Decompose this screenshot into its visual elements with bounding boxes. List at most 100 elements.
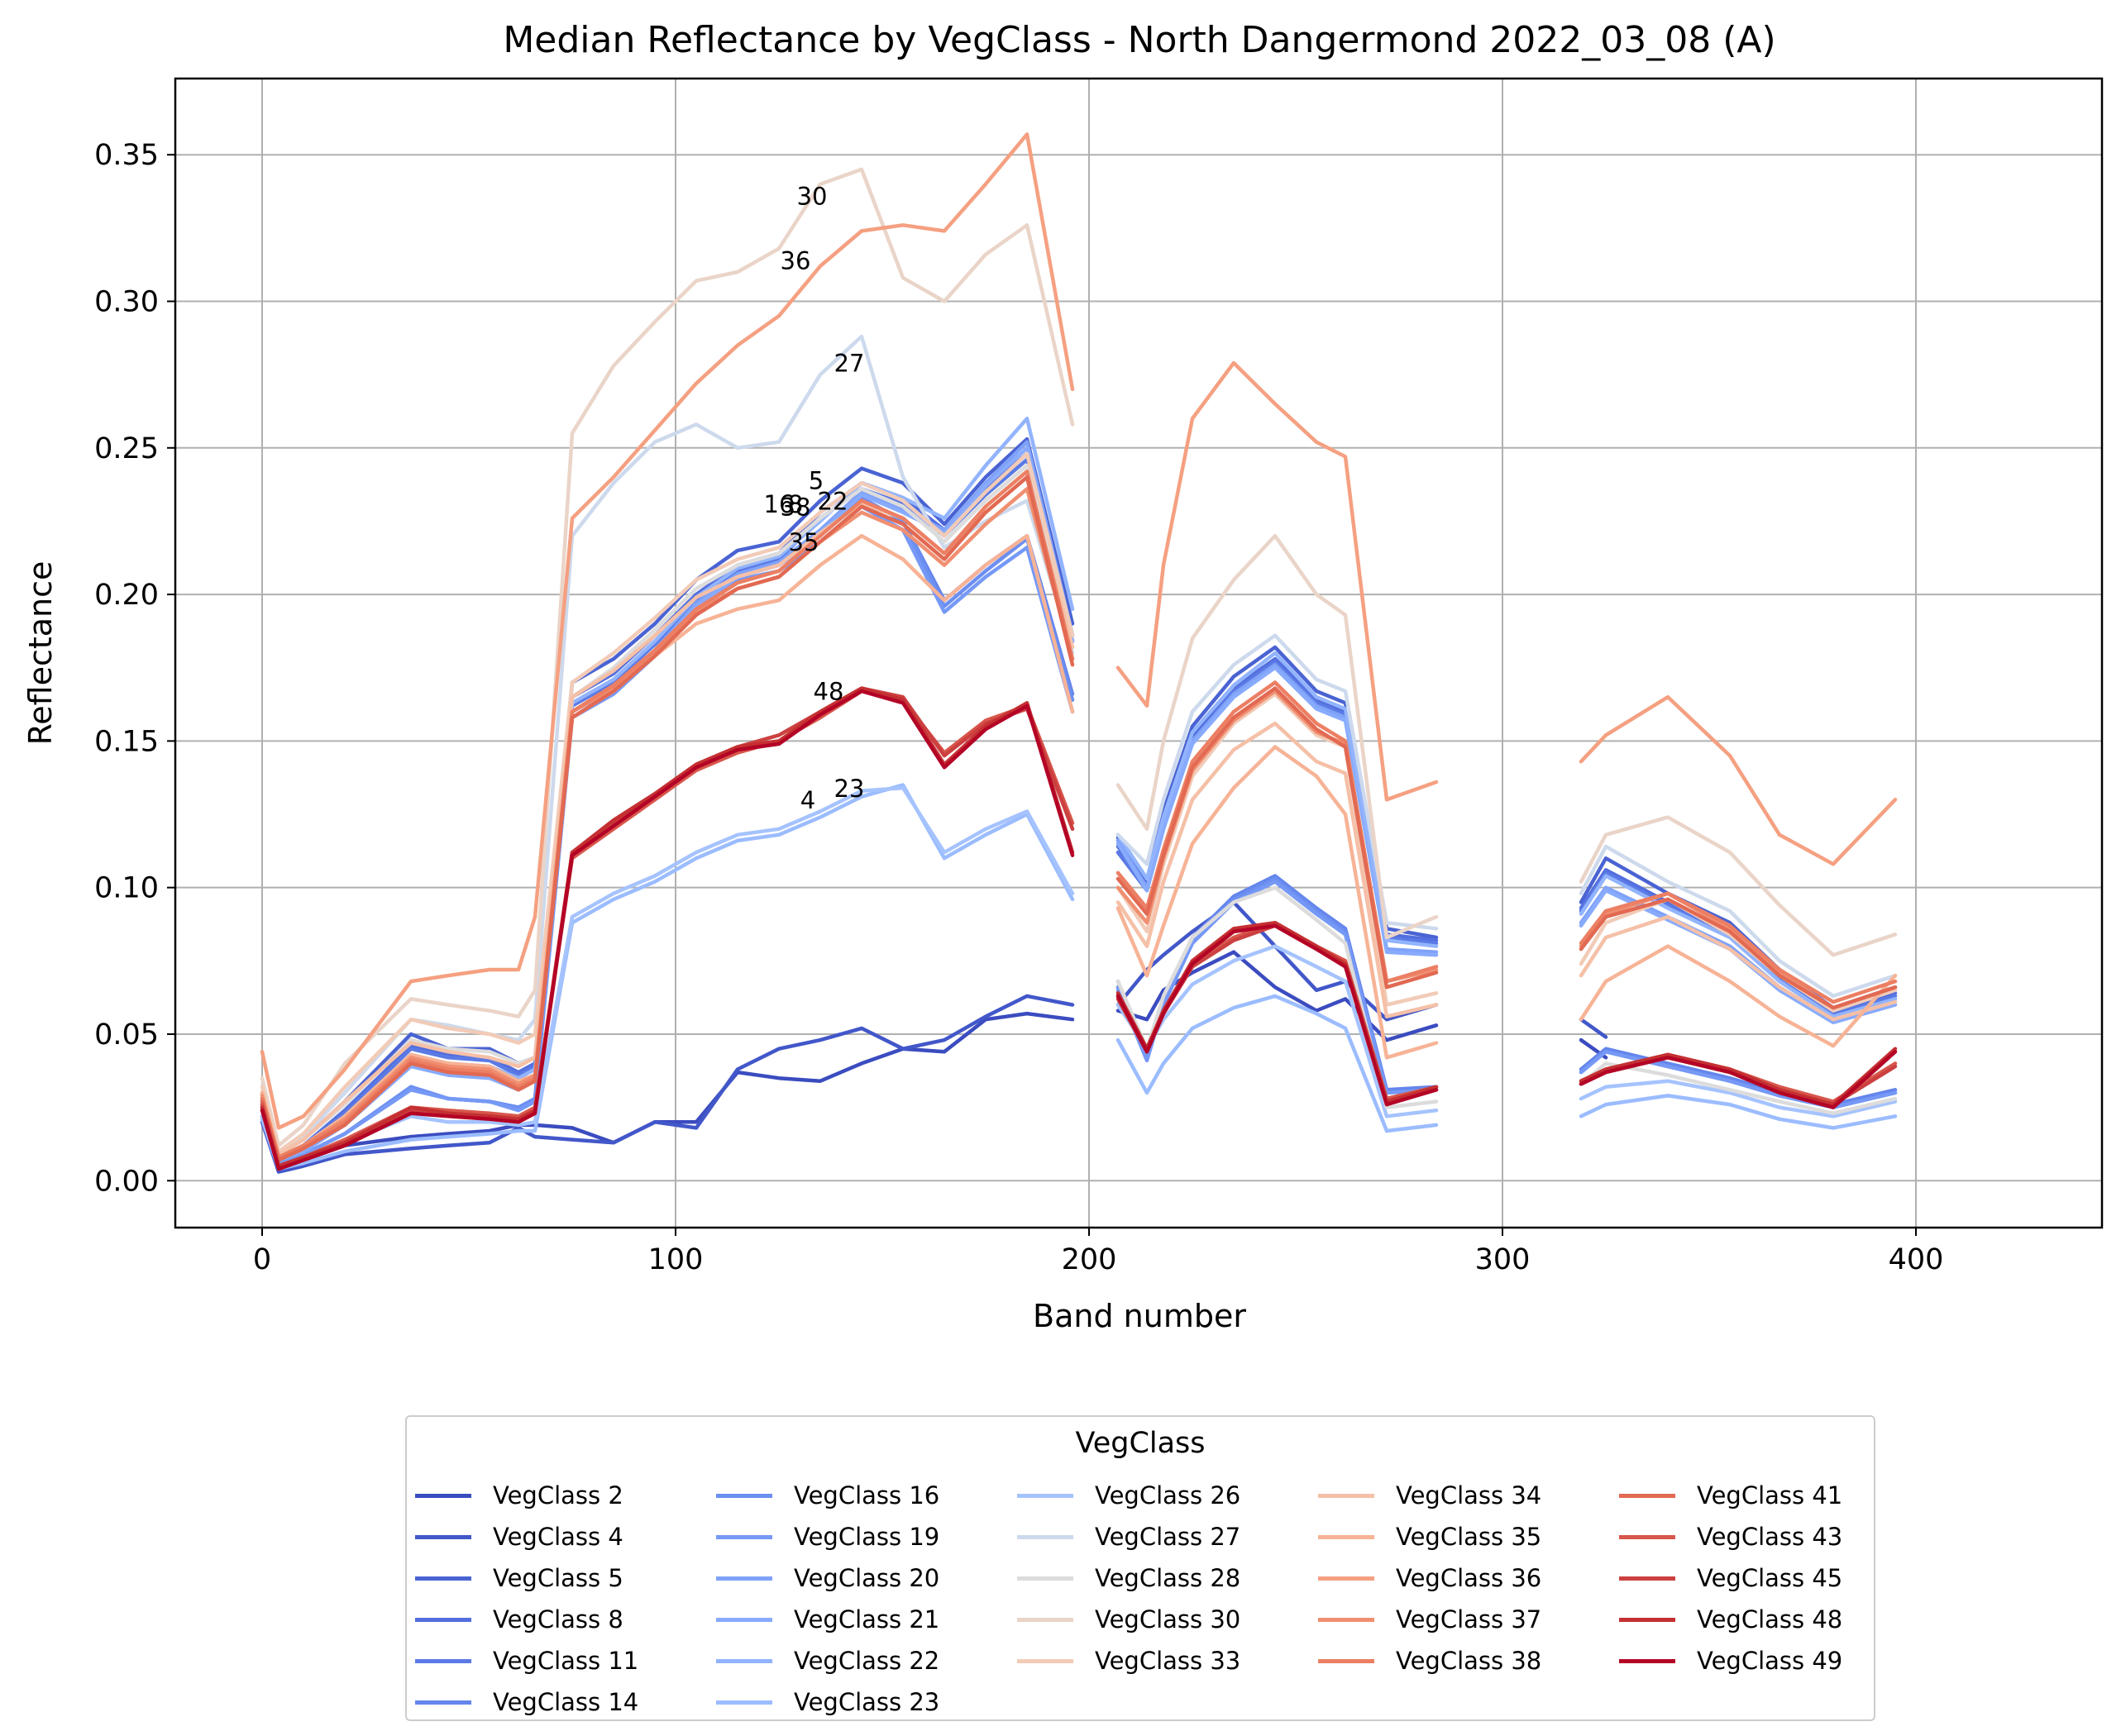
series-line-vegclass-30-seg1: [1115, 533, 1439, 940]
legend: VegClass VegClass 2 VegClass 4 VegClass 5 V…: [405, 1415, 1875, 1721]
legend-label: VegClass 2: [493, 1481, 623, 1509]
series-line-vegclass-21-seg1: [1115, 665, 1439, 957]
legend-swatch: [1318, 1658, 1374, 1663]
legend-label: VegClass 19: [794, 1523, 940, 1551]
legend-item: VegClass 26: [1017, 1476, 1240, 1514]
legend-swatch: [415, 1617, 471, 1622]
legend-item: VegClass 49: [1619, 1642, 1842, 1680]
legend-item: VegClass 37: [1318, 1600, 1541, 1638]
tick-layer: 0 100 200 300 400 0.00 0.05 0.10 0.15 0.20 0.25 0.3…: [94, 139, 1943, 1276]
legend-label: VegClass 22: [794, 1647, 940, 1675]
grid-layer: [175, 79, 2102, 1228]
legend-swatch: [1619, 1658, 1675, 1663]
x-tick-label: 400: [1889, 1243, 1944, 1276]
legend-swatch: [1017, 1617, 1073, 1622]
legend-swatch: [415, 1658, 471, 1663]
legend-label: VegClass 27: [1095, 1523, 1241, 1551]
series-line-vegclass-38-seg2: [1579, 891, 1898, 1004]
x-tick-label: 200: [1062, 1243, 1117, 1276]
legend-item: VegClass 41: [1619, 1476, 1842, 1514]
legend-item: VegClass 14: [415, 1683, 638, 1721]
legend-swatch: [1017, 1576, 1073, 1581]
series-annotation: 36: [781, 246, 811, 274]
legend-label: VegClass 43: [1697, 1523, 1843, 1551]
series-line-vegclass-49-seg1: [1115, 923, 1439, 1107]
plot-frame: [174, 77, 2104, 1229]
x-axis-label: Band number: [1033, 1298, 1246, 1334]
series-line-vegclass-35-seg1: [1115, 745, 1439, 1060]
legend-label: VegClass 45: [1697, 1564, 1843, 1592]
y-tick-label: 0.15: [94, 725, 159, 758]
series-line-vegclass-33-seg0: [260, 451, 1075, 1154]
y-tick-label: 0.35: [94, 139, 159, 172]
series-line-vegclass-36-seg0: [260, 132, 1075, 1130]
legend-label: VegClass 11: [493, 1647, 639, 1675]
series-line-vegclass-36-seg1: [1115, 360, 1439, 802]
legend-swatch: [716, 1658, 772, 1663]
series-annotation: 27: [834, 350, 865, 378]
series-annotation: 5: [809, 466, 824, 494]
legend-swatch: [1619, 1534, 1675, 1539]
series-line-vegclass-37-seg0: [260, 487, 1075, 1160]
chart-title: Median Reflectance by VegClass - North D…: [503, 19, 1775, 61]
legend-item: VegClass 35: [1318, 1518, 1541, 1556]
chart-svg: Median Reflectance by VegClass - North D…: [22, 19, 2104, 1334]
legend-item: VegClass 8: [415, 1600, 623, 1638]
series-line-vegclass-27-seg2: [1579, 844, 1898, 999]
series-line-vegclass-41-seg0: [260, 475, 1075, 1162]
y-tick-label: 0.05: [94, 1018, 159, 1052]
series-line-vegclass-22-seg2: [1579, 874, 1898, 1018]
legend-swatch: [415, 1700, 471, 1705]
legend-label: VegClass 36: [1396, 1564, 1542, 1592]
legend-label: VegClass 4: [493, 1523, 623, 1551]
series-annotation: 35: [789, 528, 819, 556]
legend-item: VegClass 16: [716, 1476, 939, 1514]
legend-swatch: [415, 1576, 471, 1581]
legend-item: VegClass 21: [716, 1600, 939, 1638]
legend-swatch: [716, 1576, 772, 1581]
legend-label: VegClass 8: [493, 1605, 623, 1633]
legend-item: VegClass 43: [1619, 1518, 1842, 1556]
legend-swatch: [1318, 1617, 1374, 1622]
legend-item: VegClass 45: [1619, 1559, 1842, 1597]
legend-item: VegClass 5: [415, 1559, 623, 1597]
series-line-vegclass-4-seg0: [260, 994, 1075, 1174]
legend-label: VegClass 41: [1697, 1481, 1843, 1509]
legend-swatch: [415, 1534, 471, 1539]
legend-label: VegClass 49: [1697, 1647, 1843, 1675]
series-line-vegclass-30-seg2: [1579, 815, 1898, 957]
series-line-vegclass-5-seg0: [260, 436, 1075, 1157]
legend-label: VegClass 38: [1396, 1647, 1542, 1675]
legend-label: VegClass 16: [794, 1481, 940, 1509]
series-line-vegclass-34-seg0: [260, 475, 1075, 1157]
legend-label: VegClass 26: [1095, 1481, 1241, 1509]
legend-label: VegClass 35: [1396, 1523, 1542, 1551]
legend-item: VegClass 4: [415, 1518, 623, 1556]
series-annotation: 16: [764, 490, 795, 518]
legend-item: VegClass 34: [1318, 1476, 1541, 1514]
series-line-vegclass-26-seg2: [1579, 1079, 1898, 1118]
legend-item: VegClass 20: [716, 1559, 939, 1597]
series-annotation: 8: [788, 490, 803, 518]
series-line-vegclass-48-seg2: [1579, 1047, 1898, 1107]
legend-swatch: [415, 1493, 471, 1498]
y-tick-label: 0.30: [94, 285, 159, 318]
legend-item: VegClass 48: [1619, 1600, 1842, 1638]
y-tick-label: 0.00: [94, 1165, 159, 1198]
series-line-vegclass-34-seg1: [1115, 721, 1439, 1018]
legend-label: VegClass 48: [1697, 1605, 1843, 1633]
series-line-vegclass-28-seg2: [1579, 1061, 1898, 1115]
x-tick-label: 100: [648, 1243, 704, 1276]
legend-item: VegClass 28: [1017, 1559, 1240, 1597]
series-line-vegclass-34-seg2: [1579, 914, 1898, 1022]
legend-swatch: [1318, 1534, 1374, 1539]
legend-label: VegClass 14: [493, 1688, 639, 1716]
legend-label: VegClass 21: [794, 1605, 940, 1633]
legend-label: VegClass 33: [1095, 1647, 1241, 1675]
series-line-vegclass-41-seg1: [1115, 686, 1439, 990]
series-line-vegclass-49-seg2: [1579, 1049, 1898, 1109]
legend-swatch: [716, 1534, 772, 1539]
series-line-vegclass-41-seg2: [1579, 897, 1898, 1010]
